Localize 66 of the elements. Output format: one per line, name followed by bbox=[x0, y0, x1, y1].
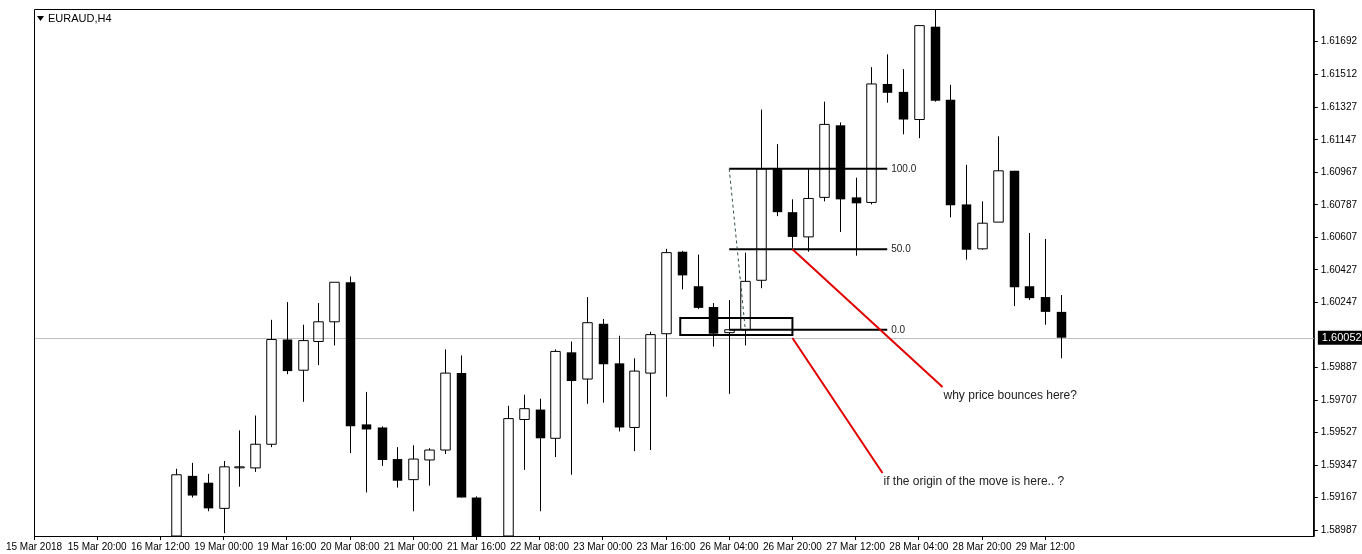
ref-line-label: 1.60052 bbox=[1321, 330, 1362, 343]
x-tick-label: 15 Mar 20:00 bbox=[67, 540, 128, 552]
candlestick bbox=[361, 391, 372, 493]
y-tick-label: 1.61512 bbox=[1320, 67, 1358, 79]
y-tick-label: 1.60247 bbox=[1320, 296, 1358, 308]
series-label: 0.0 bbox=[891, 323, 906, 335]
x-tick-label: 21 Mar 00:00 bbox=[383, 540, 444, 552]
x-tick-label: 28 Mar 04:00 bbox=[889, 540, 949, 552]
candlestick bbox=[661, 248, 672, 398]
y-tick-label: 1.59167 bbox=[1320, 491, 1358, 503]
y-tick-label: 1.59707 bbox=[1320, 393, 1358, 405]
x-tick-label: 20 Mar 08:00 bbox=[320, 540, 380, 552]
candlestick bbox=[550, 348, 561, 458]
candlestick bbox=[392, 446, 403, 489]
candlestick bbox=[187, 462, 198, 499]
candlestick bbox=[1040, 238, 1051, 326]
candlestick bbox=[519, 394, 530, 471]
x-tick-label: 29 Mar 12:00 bbox=[1015, 540, 1076, 552]
candlestick bbox=[882, 53, 893, 104]
y-tick-label: 1.61147 bbox=[1320, 133, 1357, 145]
x-tick-label: 27 Mar 12:00 bbox=[826, 540, 886, 552]
annotation: why price bounces here? bbox=[942, 388, 1078, 402]
x-tick-label: 19 Mar 16:00 bbox=[257, 540, 317, 552]
y-tick-label: 1.60607 bbox=[1320, 231, 1358, 243]
y-tick-label: 1.59887 bbox=[1320, 361, 1358, 373]
candlestick bbox=[313, 302, 324, 366]
x-tick-label: 22 Mar 08:00 bbox=[510, 540, 570, 552]
y-tick-label: 1.60787 bbox=[1320, 198, 1358, 210]
candlestick bbox=[266, 319, 277, 448]
series-label: 50.0 bbox=[891, 242, 912, 254]
annotation: if the origin of the move is here.. ? bbox=[883, 474, 1065, 488]
candlestick bbox=[219, 460, 230, 534]
candlestick bbox=[408, 444, 419, 512]
x-tick-label: 23 Mar 16:00 bbox=[636, 540, 696, 552]
x-tick-label: 21 Mar 16:00 bbox=[446, 540, 507, 552]
candlestick bbox=[645, 331, 656, 451]
y-tick-label: 1.61692 bbox=[1320, 35, 1358, 47]
y-tick-label: 1.59527 bbox=[1320, 426, 1358, 438]
candlestick bbox=[298, 324, 309, 403]
y-tick-label: 1.60427 bbox=[1320, 263, 1358, 275]
candlestick bbox=[914, 25, 925, 139]
candlestick bbox=[440, 348, 451, 455]
chart-title: EURAUD,H4 bbox=[48, 12, 112, 24]
candlestick bbox=[977, 200, 988, 250]
candlestick bbox=[424, 447, 435, 487]
y-tick-label: 1.58987 bbox=[1320, 523, 1358, 535]
candlestick bbox=[329, 281, 340, 346]
x-tick-label: 23 Mar 00:00 bbox=[573, 540, 633, 552]
candlestick bbox=[234, 429, 245, 488]
candlestick bbox=[677, 250, 688, 290]
candlestick bbox=[629, 357, 640, 452]
y-tick-label: 1.60967 bbox=[1320, 166, 1358, 178]
x-tick-label: 28 Mar 20:00 bbox=[952, 540, 1012, 552]
candlestick bbox=[1024, 232, 1035, 301]
candlestick bbox=[250, 415, 261, 473]
candlestick bbox=[993, 135, 1004, 223]
candlestick bbox=[582, 296, 593, 405]
x-tick-label: 15 Mar 2018 bbox=[5, 540, 63, 552]
y-tick-label: 1.61327 bbox=[1320, 101, 1358, 113]
x-tick-label: 16 Mar 12:00 bbox=[130, 540, 191, 552]
y-tick-label: 1.59347 bbox=[1320, 458, 1358, 470]
x-tick-label: 19 Mar 00:00 bbox=[194, 540, 254, 552]
candlestick bbox=[693, 254, 704, 310]
x-tick-label: 26 Mar 20:00 bbox=[762, 540, 823, 552]
series-label: 100.0 bbox=[891, 162, 917, 174]
x-tick-label: 26 Mar 04:00 bbox=[699, 540, 760, 552]
